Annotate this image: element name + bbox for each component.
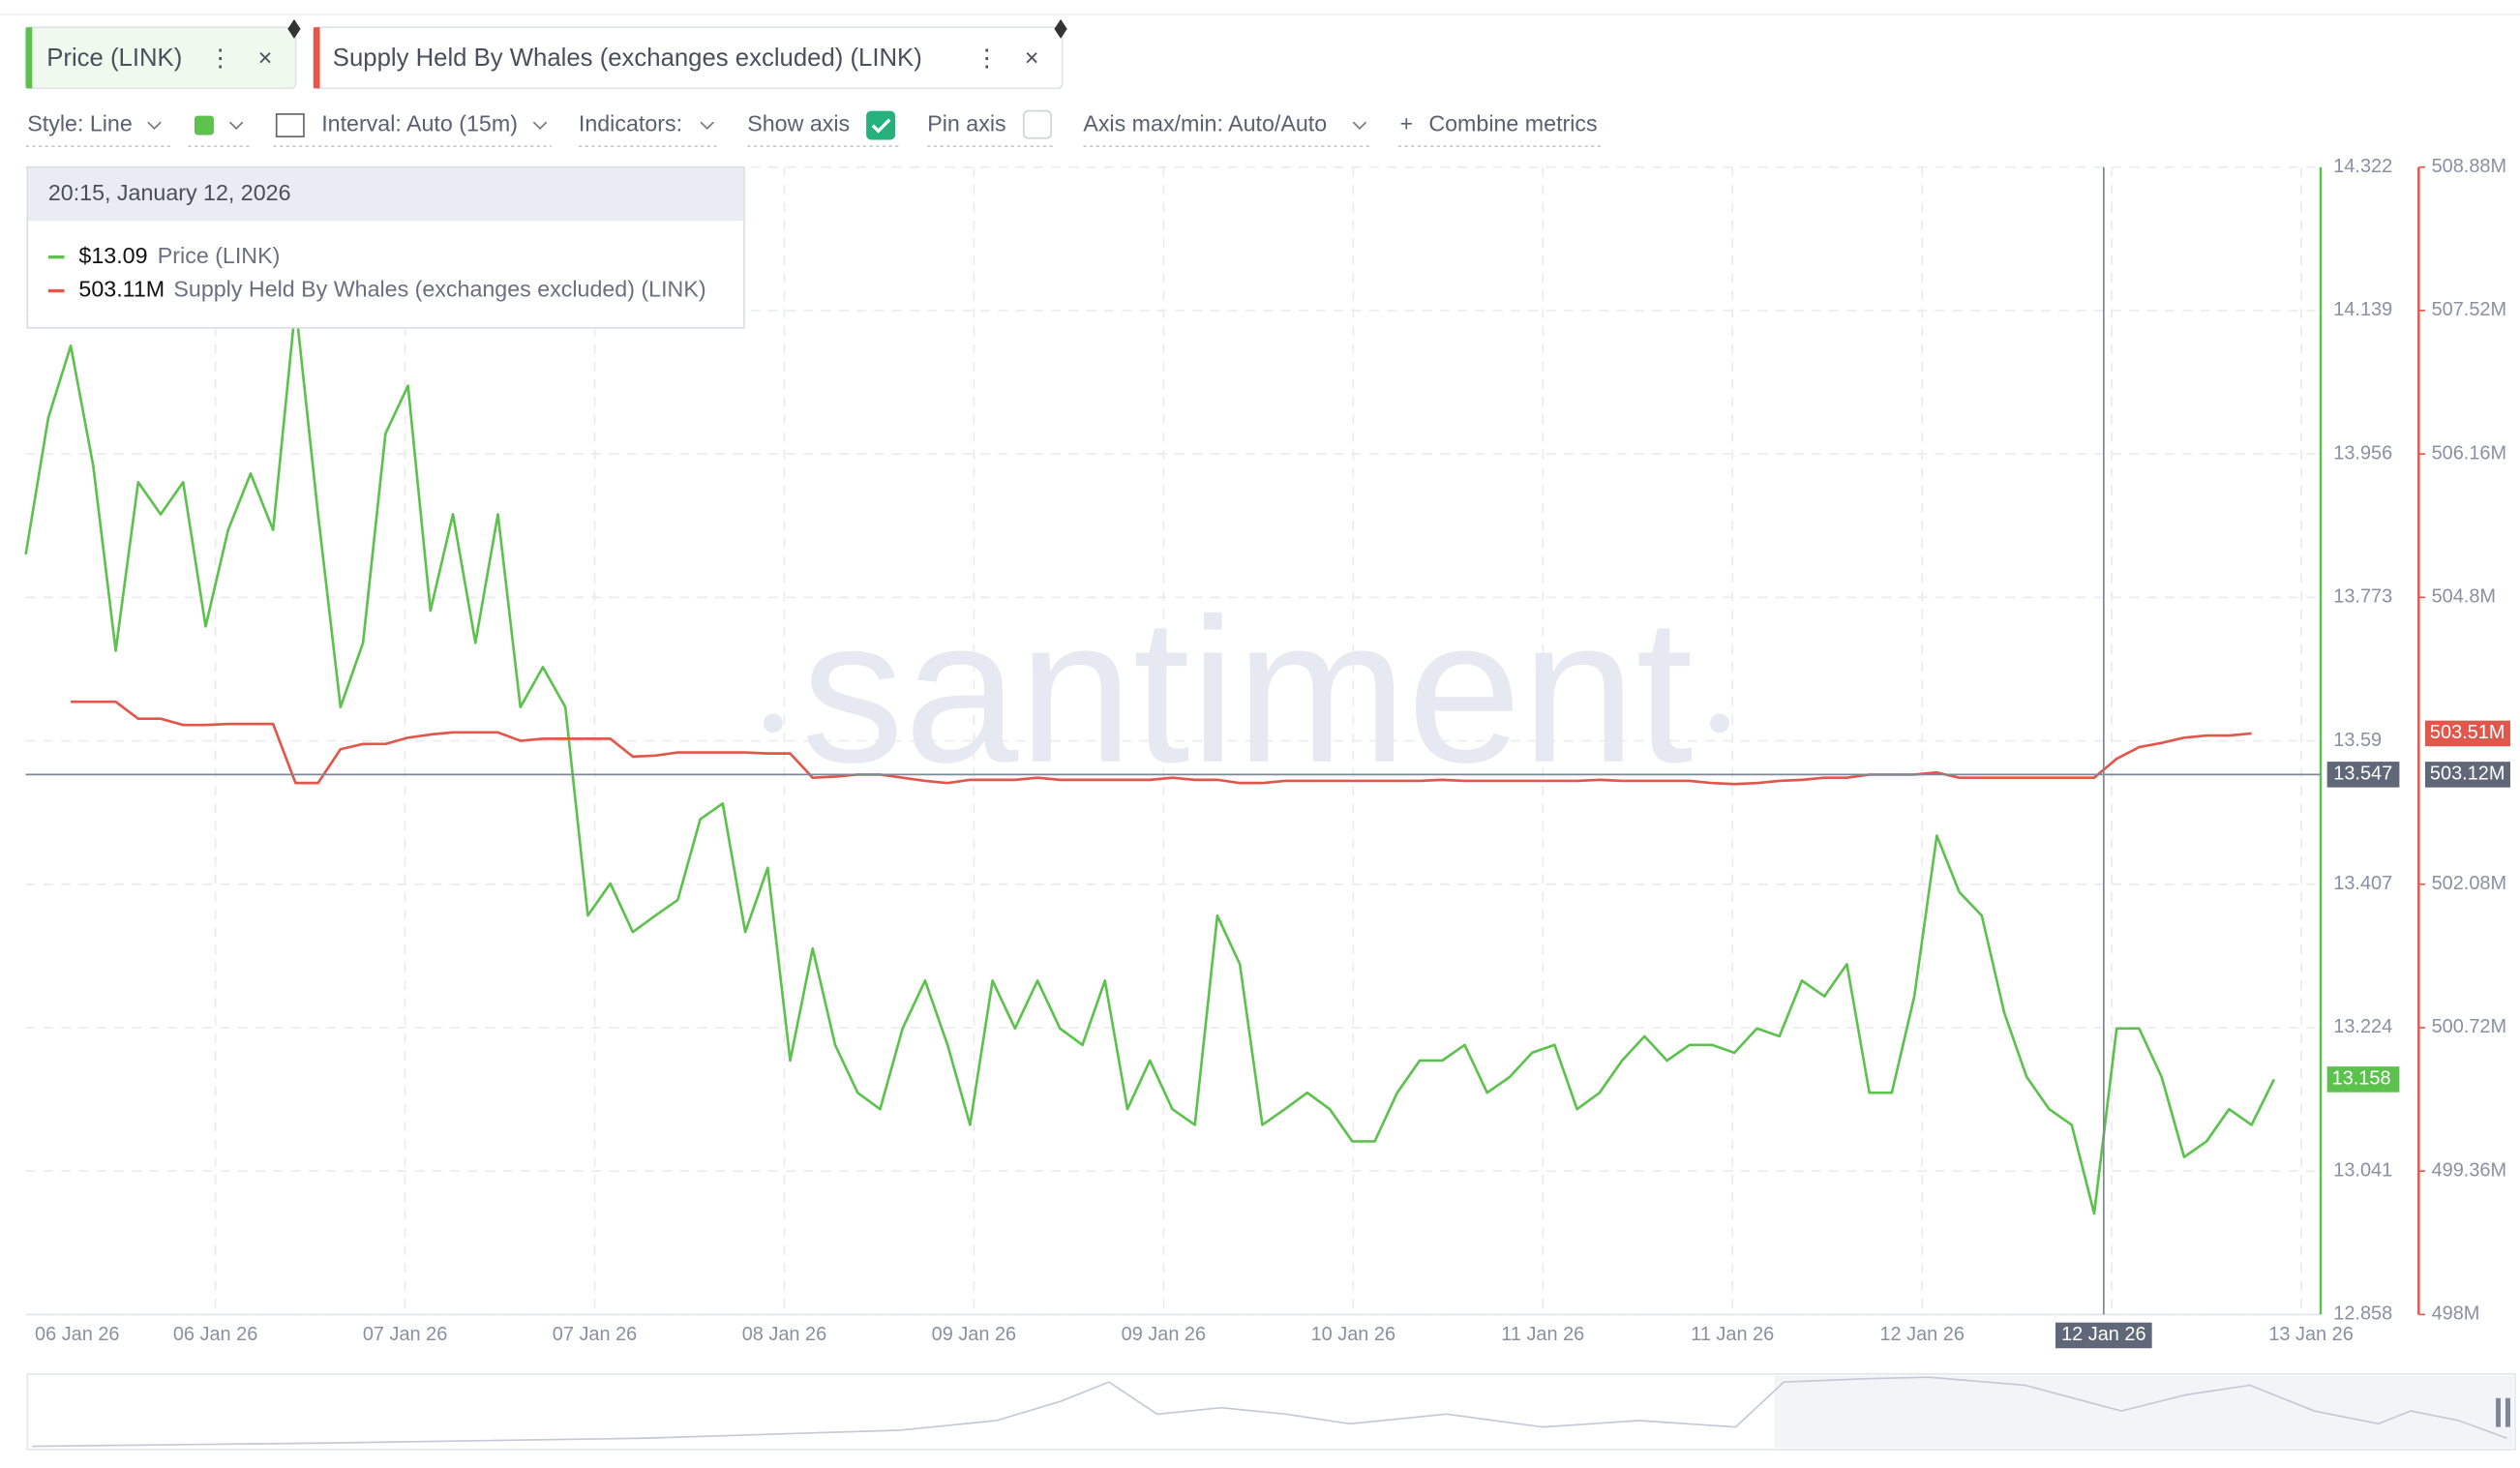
- y2-tick-label: 500.72M: [2432, 1016, 2506, 1037]
- tooltip: 20:15, January 12, 2026 $13.09 Price (LI…: [26, 165, 745, 329]
- last-value-label: 503.51M: [2430, 722, 2505, 743]
- chevron: [228, 121, 244, 131]
- tab-close[interactable]: ×: [258, 45, 273, 72]
- chain-icon: [287, 18, 301, 39]
- style-select[interactable]: Style: Line: [27, 111, 132, 136]
- chain-icon: [1054, 18, 1067, 39]
- crosshair-y-label: 13.547: [2333, 764, 2392, 785]
- plus-icon: +: [1399, 111, 1413, 136]
- crosshair-y-badge: [2326, 762, 2400, 788]
- axis-range-select[interactable]: Axis max/min: Auto/Auto: [1083, 111, 1327, 136]
- pin-axis-label: Pin axis: [927, 111, 1005, 136]
- y2-tick-label: 508.88M: [2432, 156, 2506, 177]
- tooltip-value: 503.11M: [78, 277, 165, 302]
- chevron: [532, 121, 548, 131]
- tab-whales[interactable]: Supply Held By Whales (exchanges exclude…: [313, 26, 1064, 90]
- x-tick-label: 09 Jan 26: [1122, 1324, 1206, 1345]
- indicators-select[interactable]: Indicators:: [579, 111, 682, 136]
- color-picker[interactable]: [195, 115, 214, 135]
- y2-tick-label: 507.52M: [2432, 299, 2506, 320]
- x-tick-label: 11 Jan 26: [1691, 1324, 1774, 1345]
- x-tick-label: 08 Jan 26: [742, 1324, 826, 1345]
- y-tick-label: 14.139: [2333, 299, 2392, 320]
- crosshair-x-badge: [2055, 1322, 2152, 1349]
- tooltip-value: $13.09: [78, 243, 147, 268]
- y2-tick-label: 504.8M: [2432, 586, 2496, 608]
- check: [871, 118, 891, 134]
- tooltip-name: Supply Held By Whales (exchanges exclude…: [173, 277, 705, 302]
- y-tick-label: 14.322: [2333, 156, 2392, 177]
- last-value-badge: [2326, 1066, 2400, 1093]
- chevron: [147, 121, 162, 131]
- y-tick-label: 13.224: [2333, 1016, 2392, 1037]
- series-line: [24, 303, 2276, 1215]
- last-value-badge: [2424, 720, 2510, 747]
- y2-tick-label: 498M: [2432, 1303, 2480, 1325]
- navigator-line: [32, 1376, 2507, 1448]
- x-tick-label: 07 Jan 26: [553, 1324, 637, 1345]
- navigator-handle[interactable]: [2505, 1397, 2510, 1427]
- x-tick-label: 06 Jan 26: [173, 1324, 257, 1345]
- x-tick-label: 10 Jan 26: [1311, 1324, 1395, 1345]
- y-tick-label: 13.956: [2333, 442, 2392, 464]
- y2-tick-label: 506.16M: [2432, 442, 2506, 464]
- last-value-label: 13.158: [2332, 1068, 2391, 1090]
- tab-price[interactable]: Price (LINK) ⋮ ×: [24, 26, 297, 90]
- navigator-window: [1774, 1375, 2514, 1449]
- x-tick-label: 09 Jan 26: [932, 1324, 1016, 1345]
- y-tick-label: 12.858: [2333, 1303, 2392, 1325]
- show-axis-checkbox[interactable]: [866, 110, 896, 140]
- tab-color: [313, 27, 320, 89]
- y-tick-label: 13.773: [2333, 586, 2392, 608]
- tooltip-time: 20:15, January 12, 2026: [48, 180, 291, 205]
- crosshair-x-label: 12 Jan 26: [2061, 1324, 2145, 1345]
- crosshair-y2-badge: [2424, 762, 2510, 788]
- tooltip-name: Price (LINK): [158, 243, 281, 268]
- watermark: santiment: [801, 577, 1694, 806]
- interval-select[interactable]: Interval: Auto (15m): [321, 111, 518, 136]
- crosshair-y2-label: 503.12M: [2430, 764, 2505, 785]
- show-axis-label: Show axis: [747, 111, 850, 136]
- x-tick-label: 11 Jan 26: [1501, 1324, 1584, 1345]
- tab-label: Supply Held By Whales (exchanges exclude…: [333, 45, 922, 72]
- watermark-dot: [1709, 713, 1729, 734]
- combine-metrics[interactable]: Combine metrics: [1428, 111, 1597, 136]
- y-tick-label: 13.59: [2333, 730, 2382, 751]
- watermark-dot: [763, 713, 783, 734]
- interval-icon: [275, 113, 305, 137]
- y2-tick-label: 502.08M: [2432, 873, 2506, 894]
- tooltip-header: [28, 167, 744, 222]
- x-tick-label: 06 Jan 26: [35, 1324, 119, 1345]
- x-tick-label: 12 Jan 26: [1879, 1324, 1964, 1345]
- tab-close[interactable]: ×: [1025, 45, 1039, 72]
- tab-color: [25, 27, 33, 89]
- pin-axis-checkbox[interactable]: [1023, 109, 1052, 139]
- overlay: 13.158 503.51M 13.547 503.12M 12 Jan 26: [25, 720, 2510, 1349]
- y2-tick-label: 499.36M: [2432, 1159, 2506, 1181]
- y-tick-label: 13.407: [2333, 873, 2392, 894]
- tab-menu[interactable]: ⋮: [208, 45, 232, 72]
- chevron: [700, 121, 714, 131]
- tab-label: Price (LINK): [46, 45, 182, 72]
- x-tick-label: 13 Jan 26: [2268, 1324, 2353, 1345]
- navigator-handle[interactable]: [2496, 1397, 2502, 1427]
- x-tick-label: 07 Jan 26: [363, 1324, 447, 1345]
- navigator[interactable]: [26, 1373, 2516, 1451]
- tab-menu[interactable]: ⋮: [975, 45, 999, 72]
- y-tick-label: 13.041: [2333, 1159, 2392, 1181]
- chevron: [1352, 121, 1367, 131]
